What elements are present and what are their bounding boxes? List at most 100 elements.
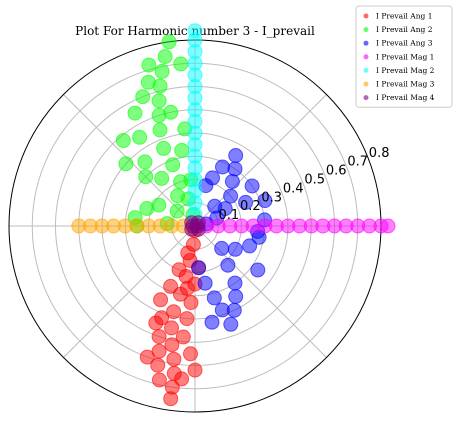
legend: I Prevail Ang 1 I Prevail Ang 2 I Prevail … [355, 5, 453, 108]
data-point [238, 194, 254, 210]
data-point [169, 203, 185, 219]
data-point [179, 311, 195, 327]
legend-label: I Prevail Mag 3 [376, 80, 435, 89]
r-tick-label: 0.5 [304, 173, 325, 188]
data-point [115, 133, 131, 148]
data-point [175, 329, 191, 345]
data-point [180, 245, 196, 261]
r-tick-label: 0.1 [219, 208, 240, 223]
data-point [141, 57, 157, 73]
data-point [166, 304, 182, 320]
data-point [223, 316, 239, 332]
data-point [214, 302, 230, 318]
data-point [191, 260, 207, 276]
data-point [215, 159, 230, 175]
data-point [227, 275, 243, 291]
data-point [163, 391, 179, 407]
data-point [150, 357, 166, 373]
data-point [173, 56, 189, 72]
data-points [71, 23, 396, 407]
data-point [132, 129, 148, 145]
data-point [220, 257, 236, 273]
data-point [161, 34, 177, 50]
r-tick-label: 0.3 [261, 190, 282, 205]
data-point [227, 161, 243, 177]
data-point [157, 49, 173, 65]
legend-marker [363, 81, 369, 87]
data-point [137, 154, 153, 170]
data-point [228, 148, 244, 163]
data-point [156, 140, 172, 156]
data-point [135, 89, 151, 105]
data-point [244, 178, 260, 194]
data-point [227, 241, 243, 257]
data-point [207, 198, 223, 214]
data-point [187, 23, 203, 39]
series-i-prevail-mag-3 [71, 218, 191, 234]
data-point [228, 289, 244, 304]
data-point [139, 349, 155, 365]
legend-label: I Prevail Mag 2 [376, 66, 435, 75]
legend-marker [363, 27, 369, 33]
data-point [164, 320, 179, 336]
data-point [224, 174, 240, 189]
data-point [151, 329, 167, 345]
data-point [204, 314, 220, 330]
data-point [257, 193, 273, 209]
legend-marker [363, 40, 369, 46]
r-tick-label: 0.2 [240, 199, 261, 214]
legend-marker [363, 67, 369, 73]
data-point [183, 346, 198, 362]
r-tick-label: 0.7 [347, 155, 368, 170]
data-point [163, 278, 179, 294]
data-point [187, 362, 203, 378]
legend-label: I Prevail Ang 3 [376, 39, 433, 48]
data-point [152, 122, 168, 138]
data-point [151, 372, 167, 388]
data-point [153, 292, 169, 308]
legend-label: I Prevail Mag 1 [376, 52, 434, 61]
data-point [138, 169, 154, 185]
data-point [170, 188, 186, 204]
legend-box [355, 5, 453, 108]
r-tick-label: 0.8 [369, 146, 390, 161]
data-point [171, 262, 187, 278]
data-point [154, 170, 170, 186]
data-point [223, 188, 239, 204]
data-point [185, 218, 201, 234]
legend-marker [363, 54, 369, 60]
data-point [165, 157, 181, 173]
data-point [154, 63, 170, 79]
data-point [139, 201, 155, 216]
legend-label: I Prevail Ang 2 [376, 25, 433, 34]
data-point [174, 371, 190, 387]
data-point [206, 290, 222, 306]
series-i-prevail-mag-2 [187, 23, 203, 222]
series-i-prevail-mag-1 [199, 218, 396, 234]
data-point [183, 295, 199, 311]
legend-label: I Prevail Ang 1 [376, 12, 433, 21]
legend-marker [363, 13, 369, 19]
data-point [71, 218, 87, 234]
data-point [140, 74, 156, 90]
data-point [242, 238, 258, 254]
data-point [148, 315, 164, 331]
data-point [197, 275, 213, 291]
data-point [174, 142, 190, 158]
legend-label: I Prevail Mag 4 [376, 93, 435, 102]
data-point [118, 156, 134, 172]
data-point [179, 280, 195, 296]
data-point [164, 337, 180, 353]
r-tick-label: 0.4 [283, 181, 304, 196]
data-point [250, 262, 266, 278]
data-point [380, 218, 396, 234]
data-point [127, 105, 143, 121]
r-tick-label: 0.6 [326, 164, 347, 179]
radial-tick-labels: 0.10.20.30.40.50.60.70.8 [219, 146, 390, 223]
data-point [166, 351, 182, 367]
legend-marker [363, 95, 369, 101]
data-point [151, 93, 167, 109]
data-point [163, 104, 179, 120]
series-i-prevail-mag-4 [184, 215, 206, 237]
